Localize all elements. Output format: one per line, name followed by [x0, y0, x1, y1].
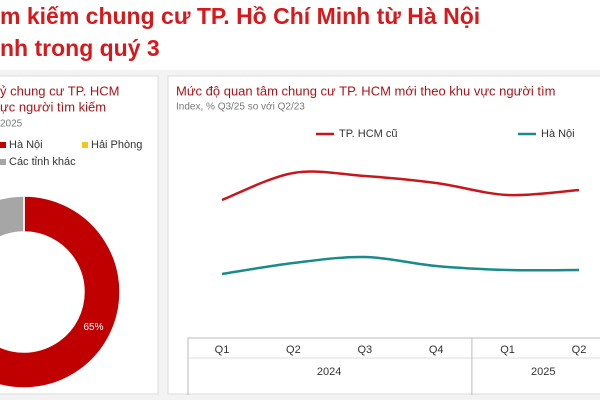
x-group-label: 2024: [317, 366, 341, 378]
data-label: 65%: [83, 322, 103, 333]
x-tick-label: Q3: [357, 344, 372, 356]
line-series: [221, 255, 580, 276]
donut-segment: [0, 195, 25, 238]
legend-label: TP. HCM cũ: [339, 128, 397, 140]
x-tick-label: Q2: [286, 344, 301, 356]
x-tick-label: Q1: [215, 344, 230, 356]
legend-label: Các tỉnh khác: [9, 156, 76, 168]
legend-swatch: [82, 142, 88, 148]
chart-subtitle: Index, % Q3/25 so với Q2/23: [176, 102, 305, 113]
chart-subtitle: 2025: [0, 119, 23, 130]
x-tick-label: Q4: [429, 344, 444, 356]
chart-title: Mức độ quan tâm chung cư TP. HCM mới the…: [176, 83, 555, 98]
chart-title: ỷ chung cư TP. HCM: [0, 83, 120, 98]
line-series: [221, 170, 580, 202]
legend-label: Hải Phòng: [91, 139, 142, 151]
header-band: [0, 0, 600, 70]
x-tick-label: Q1: [500, 344, 515, 356]
legend-label: Hà Nội: [9, 139, 43, 151]
page-title: m kiếm chung cư TP. Hồ Chí Minh từ Hà Nộ…: [0, 3, 480, 29]
chart-title: ực người tìm kiếm: [0, 99, 106, 114]
page-title: nh trong quý 3: [0, 35, 160, 61]
donut-segment: [0, 195, 121, 389]
x-tick-label: Q2: [572, 344, 587, 356]
legend-swatch: [0, 159, 6, 165]
legend-label: Hà Nội: [541, 128, 575, 140]
legend-swatch: [0, 142, 6, 148]
x-group-label: 2025: [531, 366, 555, 378]
card: [167, 75, 600, 395]
